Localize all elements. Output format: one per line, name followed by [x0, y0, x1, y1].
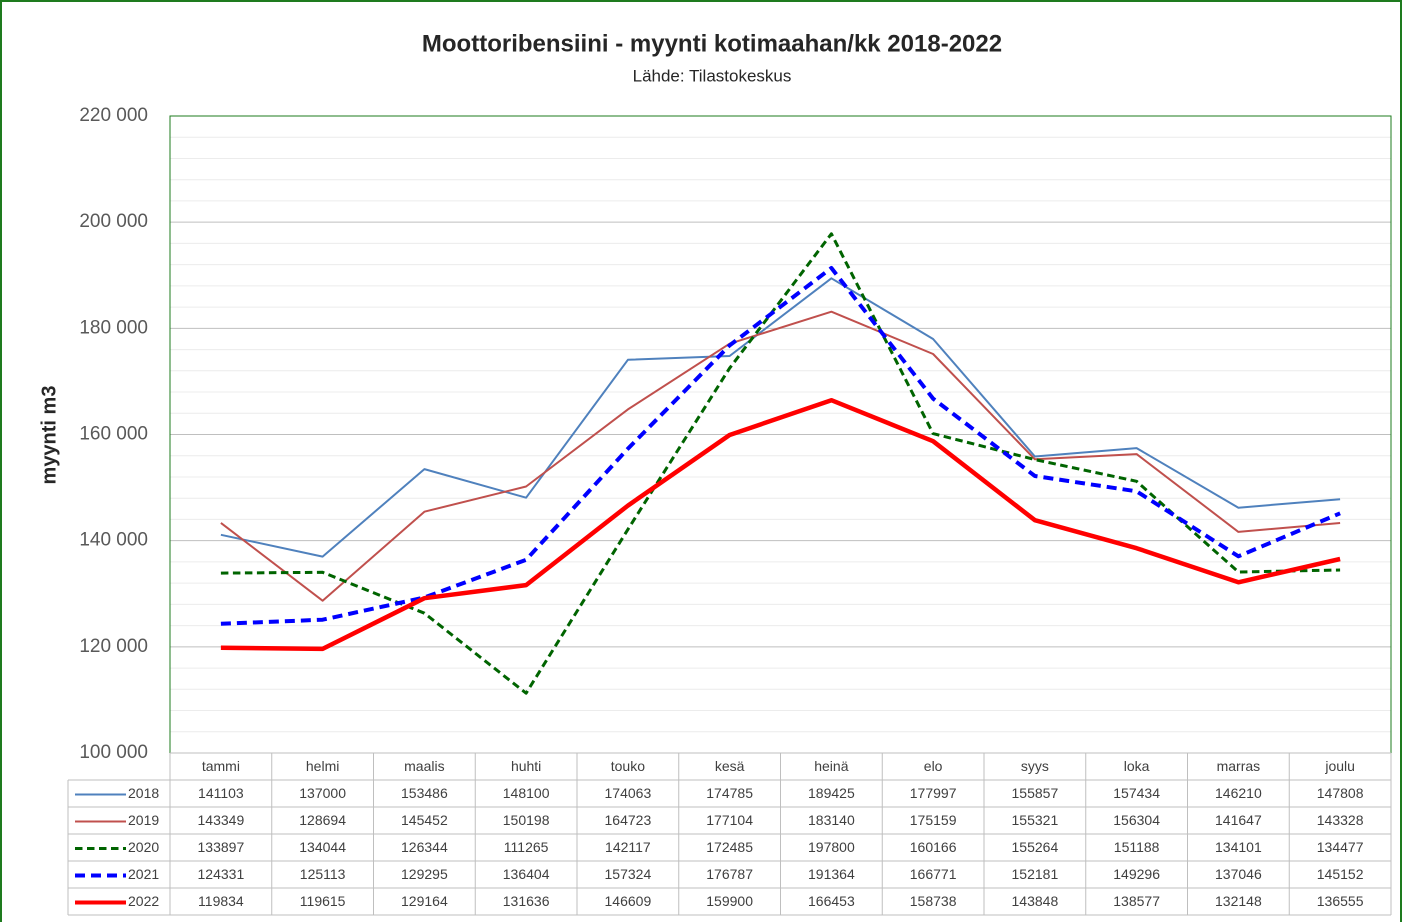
x-tick-label: elo: [924, 758, 943, 774]
table-value: 119834: [198, 893, 244, 909]
table-value: 134101: [1215, 839, 1262, 855]
y-tick-label: 220 000: [79, 105, 148, 126]
chart-subtitle: Lähde: Tilastokeskus: [633, 66, 792, 85]
table-value: 111265: [504, 839, 549, 855]
table-value: 151188: [1114, 839, 1160, 855]
x-tick-label: kesä: [715, 758, 745, 774]
series-line: [220, 277, 1341, 558]
table-value: 146609: [605, 893, 652, 909]
table-value: 147808: [1317, 785, 1364, 801]
y-tick-label: 120 000: [79, 636, 148, 657]
table-value: 145152: [1317, 866, 1364, 882]
legend-label: 2022: [128, 893, 159, 909]
table-value: 155857: [1012, 785, 1059, 801]
y-axis-label: myynti m3: [38, 386, 60, 485]
table-value: 174063: [605, 785, 652, 801]
y-tick-label: 140 000: [79, 530, 148, 551]
table-value: 138577: [1113, 893, 1160, 909]
x-tick-label: marras: [1217, 758, 1261, 774]
table-value: 191364: [808, 866, 855, 882]
x-tick-label: heinä: [814, 758, 848, 774]
chart-title: Moottoribensiini - myynti kotimaahan/kk …: [422, 30, 1002, 57]
table-value: 119615: [300, 893, 346, 909]
table-value: 132148: [1215, 893, 1262, 909]
table-value: 134477: [1317, 839, 1364, 855]
table-value: 141647: [1215, 812, 1262, 828]
legend-label: 2018: [128, 785, 159, 801]
table-value: 128694: [299, 812, 346, 828]
table-value: 175159: [910, 812, 957, 828]
y-tick-label: 200 000: [79, 211, 148, 232]
table-value: 159900: [706, 893, 753, 909]
table-value: 143349: [198, 812, 245, 828]
table-value: 133897: [198, 839, 245, 855]
table-value: 143848: [1012, 893, 1059, 909]
table-value: 152181: [1012, 866, 1059, 882]
table-value: 126344: [401, 839, 448, 855]
table-value: 155321: [1012, 812, 1059, 828]
y-tick-label: 160 000: [79, 424, 148, 445]
table-value: 131636: [503, 893, 550, 909]
x-tick-label: loka: [1124, 758, 1150, 774]
series-line: [220, 397, 1341, 652]
legend-label: 2020: [128, 839, 159, 855]
table-value: 136555: [1317, 893, 1364, 909]
table-value: 150198: [503, 812, 550, 828]
table-value: 189425: [808, 785, 855, 801]
x-tick-label: touko: [611, 758, 645, 774]
x-tick-label: helmi: [306, 758, 339, 774]
x-tick-label: huhti: [511, 758, 541, 774]
table-value: 148100: [503, 785, 550, 801]
table-value: 129164: [401, 893, 448, 909]
y-tick-label: 100 000: [79, 742, 148, 763]
table-value: 129295: [401, 866, 448, 882]
table-value: 177997: [910, 785, 957, 801]
table-value: 125113: [300, 866, 346, 882]
table-value: 141103: [198, 785, 244, 801]
table-value: 158738: [910, 893, 957, 909]
table-value: 160166: [910, 839, 957, 855]
table-value: 174785: [706, 785, 753, 801]
x-tick-label: tammi: [202, 758, 240, 774]
table-value: 166771: [910, 866, 957, 882]
table-value: 156304: [1113, 812, 1160, 828]
table-value: 166453: [808, 893, 855, 909]
table-value: 157324: [605, 866, 652, 882]
legend-label: 2019: [128, 812, 159, 828]
table-value: 164723: [605, 812, 652, 828]
table-value: 155264: [1012, 839, 1059, 855]
table-value: 157434: [1113, 785, 1160, 801]
table-value: 153486: [401, 785, 448, 801]
legend-label: 2021: [128, 866, 159, 882]
x-tick-label: maalis: [404, 758, 444, 774]
table-value: 142117: [605, 839, 651, 855]
table-value: 172485: [706, 839, 753, 855]
x-tick-label: joulu: [1324, 758, 1355, 774]
table-value: 124331: [198, 866, 245, 882]
table-value: 145452: [401, 812, 448, 828]
table-value: 176787: [706, 866, 753, 882]
table-value: 146210: [1215, 785, 1262, 801]
series-line: [220, 310, 1341, 602]
table-value: 177104: [706, 812, 753, 828]
table-value: 137046: [1215, 866, 1262, 882]
table-value: 136404: [503, 866, 550, 882]
table-value: 143328: [1317, 812, 1364, 828]
x-tick-label: syys: [1021, 758, 1049, 774]
y-tick-label: 180 000: [79, 317, 148, 338]
table-value: 197800: [808, 839, 855, 855]
series-line: [220, 266, 1341, 626]
table-value: 134044: [299, 839, 346, 855]
table-value: 149296: [1113, 866, 1160, 882]
table-value: 183140: [808, 812, 855, 828]
table-value: 137000: [299, 785, 346, 801]
